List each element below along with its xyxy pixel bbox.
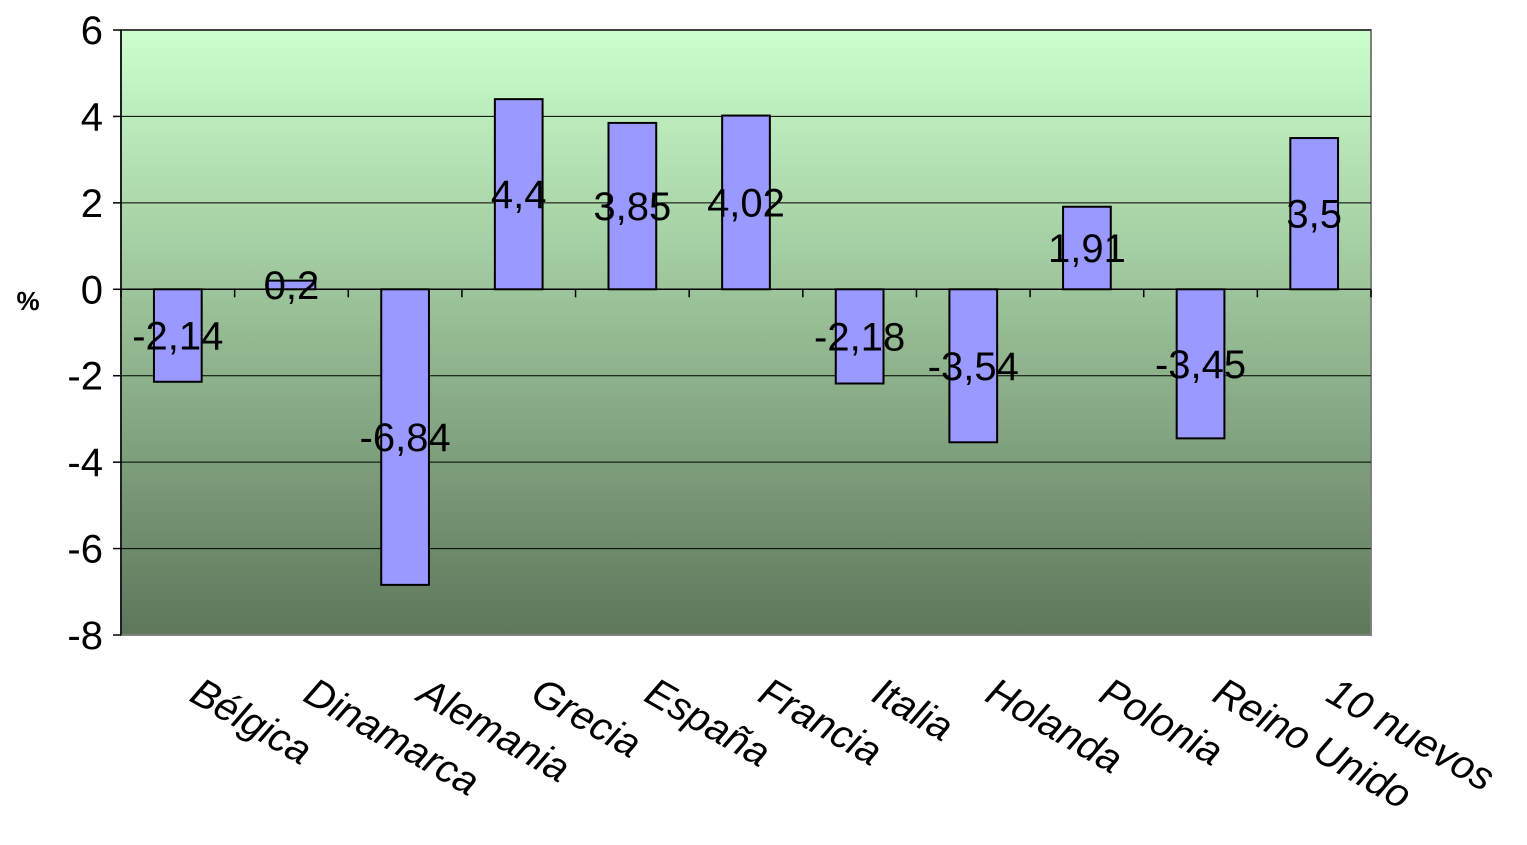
bar (1175, 288, 1226, 440)
category-labels: BélgicaDinamarcaAlemaniaGreciaEspañaFran… (183, 669, 1501, 818)
data-label: 3,85 (593, 185, 671, 229)
y-axis: 6 4 2 0 -2 -4 -6 -8 (67, 9, 122, 658)
data-label: -2,18 (814, 315, 905, 359)
bar (948, 288, 999, 444)
category-label: España (638, 670, 777, 776)
y-tick-label: -6 (67, 528, 103, 572)
gridlines (121, 29, 1371, 550)
category-label: Bélgica (183, 670, 319, 774)
data-label: -3,45 (1155, 343, 1246, 387)
bar (380, 288, 430, 586)
data-label: 3,5 (1286, 193, 1342, 237)
bars (152, 98, 1340, 586)
data-label: 1,91 (1048, 227, 1126, 271)
bar (721, 114, 771, 291)
y-tick-label: 6 (81, 9, 103, 53)
y-tick-label: 0 (81, 268, 103, 312)
y-tick-label: -4 (67, 441, 103, 485)
y-tick-label: -8 (67, 614, 103, 658)
data-label: -6,84 (360, 416, 451, 460)
data-label: -2,14 (132, 315, 223, 359)
bar (1062, 205, 1112, 291)
y-tick-label: -2 (67, 355, 103, 399)
x-axis (120, 288, 1372, 298)
category-label: Francia (752, 670, 890, 775)
bar (607, 121, 658, 291)
data-labels: -2,14 0,2 -6,84 4,4 3,85 4,02 -2,18 -3,54 1,91 -3… (132, 173, 1342, 460)
data-label: 4,02 (707, 181, 785, 225)
bar (834, 288, 885, 385)
y-tick-label: 4 (81, 95, 103, 139)
data-label: 0,2 (264, 264, 320, 308)
bar (493, 98, 544, 291)
y-axis-label: % (16, 286, 39, 316)
data-label: 4,4 (491, 173, 547, 217)
y-tick-label: 2 (81, 182, 103, 226)
data-label: -3,54 (928, 345, 1019, 389)
